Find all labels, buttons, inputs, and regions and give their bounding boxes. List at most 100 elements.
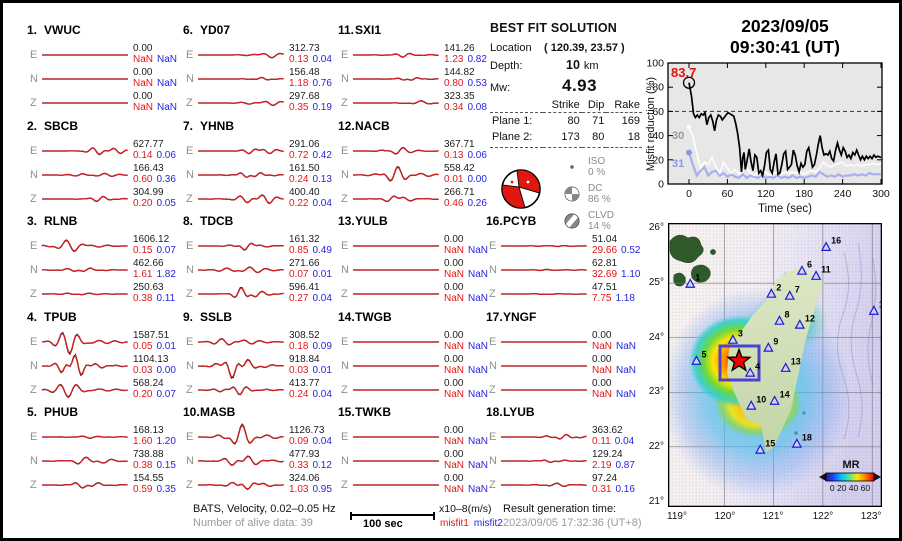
misfit2-value: 0.49 (312, 245, 332, 256)
misfit2-value: NaN (157, 102, 178, 113)
peak-amplitude: 738.88 (133, 449, 164, 460)
peak-amplitude: 0.00 (444, 234, 464, 245)
waveform-trace-icon (198, 266, 284, 274)
channel-label: E (341, 240, 349, 252)
waveform-trace-icon (42, 435, 128, 439)
station-header: 10.MASB (183, 405, 235, 419)
misfit2-value: 0.19 (312, 102, 332, 113)
station-map-number: 2 (776, 283, 781, 293)
waveform-row: E 1126.73 0.09 0.04 (181, 423, 333, 449)
peak-amplitude: 0.00 (444, 258, 464, 269)
plane2-strike: 173 (543, 129, 582, 148)
svg-text:20: 20 (652, 154, 664, 166)
result-time-label: Result generation time: (503, 503, 617, 515)
misfit2-value: 0.76 (312, 78, 332, 89)
station-map-number: 4 (755, 361, 760, 371)
station-number: 17. (486, 309, 503, 324)
station-number: 12. (338, 118, 355, 133)
peak-amplitude: 558.42 (444, 162, 475, 174)
station-triangle-icon (868, 305, 880, 315)
misfit1-legend: misfit1 (440, 518, 469, 529)
station-code: TWKB (355, 405, 391, 419)
channel-label: E (186, 144, 194, 157)
station-header: 6. YD07 (183, 23, 230, 37)
channel-label: N (186, 264, 194, 276)
peak-amplitude: 0.00 (592, 353, 612, 365)
channel-label: Z (30, 479, 37, 491)
station-code: RLNB (44, 214, 78, 228)
channel-label: Z (30, 383, 37, 396)
peak-amplitude: 413.77 (289, 377, 320, 389)
misfit1-value: 0.38 (133, 293, 153, 304)
misfit1-value: 0.60 (133, 173, 153, 185)
svg-text:60: 60 (722, 188, 734, 200)
y-axis-label: Misfit reduction (%) (645, 77, 657, 171)
station-triangle-icon (791, 438, 803, 448)
station-header: 8. TDCB (183, 214, 233, 228)
misfit2-value: 0.04 (312, 293, 332, 304)
waveform-row: Z 0.00 NaN NaN (336, 282, 488, 306)
waveform-row: E 291.06 0.72 0.42 (181, 139, 333, 163)
misfit2-value: 0.42 (312, 149, 332, 161)
misfit2-value: 0.04 (312, 436, 332, 447)
clvd-ball-icon (564, 213, 580, 229)
waveform-row: Z 0.00 NaN NaN (484, 378, 636, 402)
waveform-row: Z 0.00 NaN NaN (25, 91, 177, 115)
channel-label: E (186, 431, 194, 443)
station-header: 14.TWGB (338, 310, 392, 324)
station-header: 17.YNGF (486, 310, 536, 324)
channel-label: E (341, 431, 349, 443)
station-triangle-icon (774, 315, 785, 325)
waveform-row: E 0.00 NaN NaN (336, 425, 488, 449)
waveform-row: E 161.32 0.85 0.49 (181, 234, 333, 258)
waveform-row: N 129.24 2.19 0.87 (484, 449, 636, 473)
misfit1-value: 0.35 (289, 102, 309, 113)
station-number: 3. (27, 214, 38, 228)
misfit2-value: 0.16 (615, 484, 635, 495)
peak-amplitude: 324.06 (289, 473, 320, 484)
station-map-number: 18 (802, 432, 812, 442)
waveform-row: Z 324.06 1.03 0.95 (181, 473, 333, 497)
station-code: VWUC (44, 23, 81, 37)
svg-text:0: 0 (658, 179, 664, 191)
misfit1-value: NaN (444, 245, 465, 256)
peak-amplitude: 62.81 (592, 258, 618, 269)
peak-amplitude: 161.50 (289, 162, 320, 174)
waveform-row: Z 250.63 0.38 0.11 (25, 282, 177, 306)
peak-amplitude: 568.24 (133, 377, 164, 389)
waveform-row: E 168.13 1.60 1.20 (25, 425, 177, 449)
misfit2-value: 0.04 (312, 388, 332, 400)
station-triangle-icon (755, 444, 766, 454)
station-map-number: 10 (756, 394, 766, 404)
mr-colorbar: MR 0 20 40 60 (819, 459, 881, 493)
table-row: Plane 1: 80 71 169 (490, 113, 642, 130)
waveform-row: Z 413.77 0.24 0.04 (181, 378, 333, 402)
longitude-label: 119° (667, 511, 687, 522)
waveform-row: N 918.84 0.03 0.01 (181, 354, 333, 379)
time-scale-bar (350, 512, 435, 520)
waveform-trace-icon (353, 388, 439, 391)
plane1-dip: 71 (592, 115, 605, 127)
station-block: 1. VWUC E 0.00 NaN NaN (25, 23, 177, 118)
misfit2-value: NaN (468, 484, 489, 495)
station-code: TPUB (44, 309, 77, 324)
waveform-trace-icon (353, 100, 439, 105)
misfit2-value: NaN (468, 388, 489, 400)
series-reference-white (688, 126, 882, 177)
waveform-row: E 0.00 NaN NaN (336, 234, 488, 258)
misfit2-value: NaN (468, 436, 489, 447)
waveform-trace-icon (353, 269, 439, 271)
waveform-trace-icon (198, 100, 284, 107)
waveform-trace-icon (501, 388, 587, 391)
waveform-trace-icon (197, 337, 284, 345)
waveform-trace-icon (353, 293, 439, 295)
misfit2-value: 1.10 (621, 269, 641, 280)
station-number: 1. (27, 23, 38, 37)
misfit2-value: 0.53 (467, 78, 487, 89)
peak-amplitude: 144.82 (444, 67, 475, 78)
station-triangle-icon (820, 241, 832, 251)
misfit1-value: 1.18 (289, 78, 309, 89)
misfit2-value: 0.82 (467, 54, 487, 65)
colorbar-ticks: 0 20 40 60 (830, 483, 870, 493)
peak-amplitude: 0.00 (133, 67, 153, 78)
